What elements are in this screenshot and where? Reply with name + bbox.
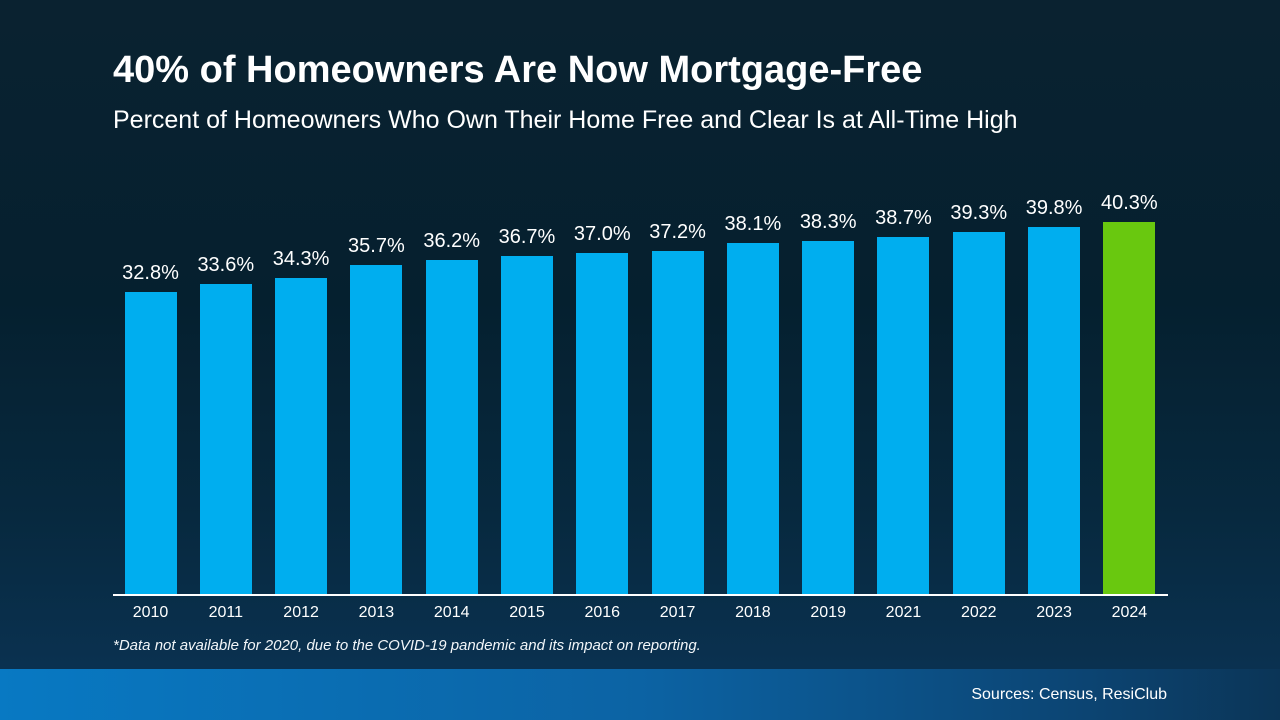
bar-2016 <box>576 252 629 594</box>
footer-strip: Sources: Census, ResiClub <box>0 669 1280 720</box>
page-title: 40% of Homeowners Are Now Mortgage-Free <box>113 49 923 91</box>
bar-2014 <box>425 260 478 594</box>
bar-group-2011: 33.6% <box>188 179 263 594</box>
bar-value-label-2024: 40.3% <box>1101 192 1158 215</box>
x-axis-label-2013: 2013 <box>358 604 395 621</box>
bar-2018 <box>726 242 779 594</box>
chart-header: 40% of Homeowners Are Now Mortgage-Free … <box>113 49 1018 135</box>
bar-value-label-2021: 38.7% <box>875 207 932 230</box>
x-axis-label-2018: 2018 <box>735 604 771 621</box>
bar-group-2019: 38.3% <box>791 179 866 594</box>
x-axis-label-2016: 2016 <box>584 604 621 621</box>
bar-value-label-2014: 36.2% <box>423 230 481 253</box>
plot-area: 32.8% 33.6% 34.3% 35.7% 36.2% 36.7% 37.0% 37.2%… <box>113 179 1167 594</box>
bar-value-label-2016: 37.0% <box>573 222 631 245</box>
bar-2019 <box>802 240 855 594</box>
bar-group-2010: 32.8% <box>113 179 188 594</box>
bar-value-label-2012: 34.3% <box>272 247 330 270</box>
bar-group-2024: 40.3% <box>1092 179 1167 594</box>
bar-2013 <box>350 264 403 594</box>
x-axis-label-2019: 2019 <box>810 604 846 621</box>
x-axis-label-2015: 2015 <box>509 604 545 621</box>
bar-value-label-2018: 38.1% <box>724 212 782 235</box>
bar-group-2015: 36.7% <box>489 179 564 594</box>
bar-value-label-2011: 33.6% <box>197 254 255 277</box>
footnote: *Data not available for 2020, due to the… <box>113 637 701 654</box>
x-axis-label-2023: 2023 <box>1036 604 1072 621</box>
bar-2023 <box>1028 226 1081 594</box>
bar-value-label-2017: 37.2% <box>649 220 706 243</box>
bar-value-label-2010: 32.8% <box>122 261 179 284</box>
bar-2010 <box>124 291 177 594</box>
x-axis-label-2022: 2022 <box>960 604 997 621</box>
bar-group-2016: 37.0% <box>565 179 640 594</box>
bar-2011 <box>199 284 252 594</box>
x-axis-line <box>113 594 1168 596</box>
bar-2017 <box>651 250 704 594</box>
bar-group-2014: 36.2% <box>414 179 489 594</box>
bar-value-label-2013: 35.7% <box>348 234 405 257</box>
x-axis-label-2012: 2012 <box>283 604 319 621</box>
x-axis-labels: 2010 2011 2012 2013 2014 2015 2016 2017 2018 2019… <box>113 604 1167 622</box>
x-axis-label-2017: 2017 <box>659 604 696 621</box>
sources-text: Sources: Census, ResiClub <box>971 685 1167 703</box>
bar-2022 <box>952 231 1005 594</box>
bar-group-2018: 38.1% <box>715 179 790 594</box>
bar-2012 <box>275 277 328 594</box>
bar-group-2013: 35.7% <box>339 179 414 594</box>
x-axis-label-2024: 2024 <box>1111 604 1148 621</box>
x-axis-label-2011: 2011 <box>208 604 243 621</box>
x-axis-label-2014: 2014 <box>433 604 470 621</box>
bar-group-2012: 34.3% <box>264 179 339 594</box>
bar-2024 <box>1103 222 1156 594</box>
bar-2021 <box>877 237 930 594</box>
bar-value-label-2019: 38.3% <box>799 210 857 233</box>
bar-group-2022: 39.3% <box>941 179 1016 594</box>
bar-2015 <box>500 255 553 594</box>
bar-value-label-2022: 39.3% <box>950 201 1008 224</box>
bar-value-label-2023: 39.8% <box>1025 196 1083 219</box>
bar-value-label-2015: 36.7% <box>498 225 556 248</box>
x-axis-label-2021: 2021 <box>885 604 922 621</box>
x-axis-label-2010: 2010 <box>132 604 169 621</box>
bar-group-2023: 39.8% <box>1017 179 1092 594</box>
bar-group-2017: 37.2% <box>640 179 715 594</box>
bar-group-2021: 38.7% <box>866 179 941 594</box>
page-subtitle: Percent of Homeowners Who Own Their Home… <box>113 105 1018 134</box>
